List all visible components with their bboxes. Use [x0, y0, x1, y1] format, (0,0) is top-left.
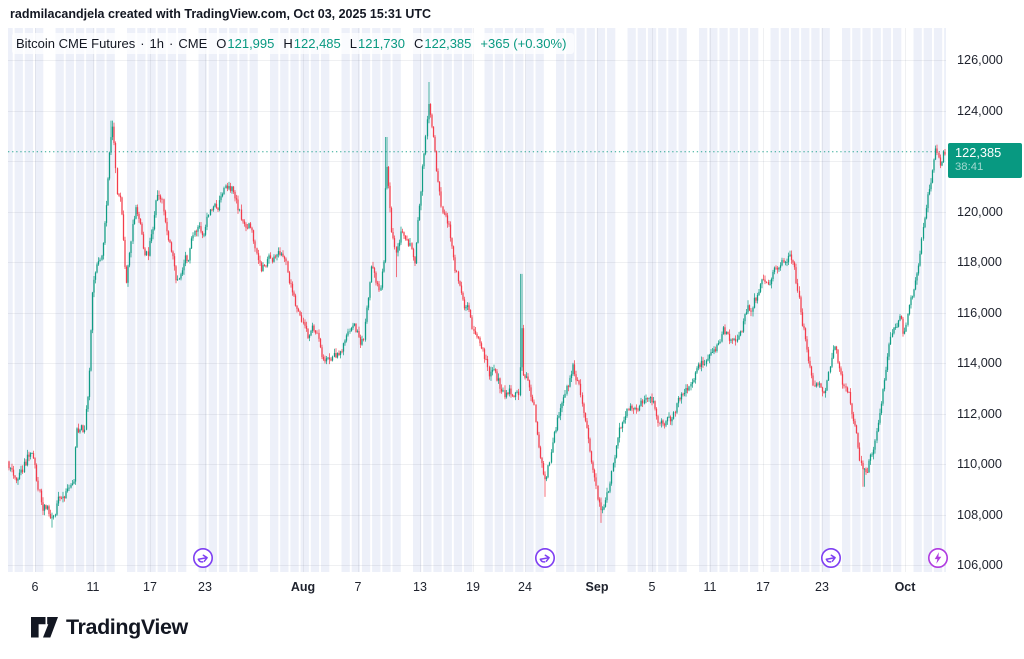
price-axis-label: 108,000	[957, 507, 1003, 522]
tradingview-logo-text: TradingView	[66, 615, 188, 639]
ohlc-item-h: H 122,485	[283, 36, 341, 51]
time-axis-label-month: Oct	[894, 580, 916, 594]
tradingview-logo[interactable]: TradingView	[30, 615, 188, 640]
contract-switch-icon[interactable]	[534, 547, 556, 569]
legend-separator: ·	[140, 36, 145, 51]
time-axis-label: 6	[31, 580, 39, 594]
contract-switch-icon[interactable]	[192, 547, 214, 569]
ohlc-values: O 121,995 H 122,485 L 121,730 C 122,385	[216, 36, 471, 51]
time-axis-label: 11	[703, 580, 717, 594]
ohlc-item-l: L 121,730	[349, 36, 405, 51]
bar-countdown: 38:41	[955, 161, 984, 173]
time-axis-label: 5	[648, 580, 656, 594]
time-axis[interactable]: 6 11 17 23 Aug 7 13 19 24 Sep 5 11 17 23 Oct	[0, 573, 1024, 603]
contract-switch-icon[interactable]	[820, 547, 842, 569]
ohlc-item-o: O 121,995	[216, 36, 275, 51]
time-axis-label: 17	[143, 580, 157, 594]
last-price-badge: 122,385 38:41	[948, 143, 1022, 178]
price-change: +365 (+0.30%)	[480, 36, 567, 51]
price-axis[interactable]: 126,000124,000122,000120,000118,000116,0…	[946, 28, 1024, 573]
price-axis-label: 114,000	[957, 356, 1002, 370]
price-axis-label: 106,000	[957, 558, 1003, 572]
symbol-name[interactable]: Bitcoin CME Futures	[16, 36, 136, 51]
price-axis-label: 110,000	[957, 457, 1002, 471]
price-axis-label: 118,000	[957, 255, 1002, 269]
price-chart-canvas[interactable]	[0, 0, 1024, 604]
time-axis-label: 13	[413, 580, 427, 594]
symbol-exchange: CME	[178, 36, 208, 51]
time-axis-label: 11	[86, 580, 100, 594]
symbol-legend: Bitcoin CME Futures · 1h · CME O 121,995 H…	[12, 33, 575, 54]
time-axis-label: 7	[354, 580, 362, 594]
time-axis-label: 23	[198, 580, 212, 594]
time-axis-label: 17	[756, 580, 770, 594]
tradingview-logo-icon	[31, 617, 58, 638]
snapshot-credit: radmilacandjela created with TradingView…	[10, 7, 432, 21]
price-axis-label: 120,000	[957, 204, 1003, 219]
time-axis-label: 19	[466, 580, 480, 594]
price-axis-label: 116,000	[957, 305, 1002, 320]
time-axis-label-month: Sep	[585, 580, 609, 594]
price-axis-label: 112,000	[957, 406, 1002, 421]
symbol-interval[interactable]: 1h	[149, 36, 165, 51]
time-axis-label: 24	[518, 580, 532, 594]
price-axis-label: 124,000	[957, 103, 1003, 118]
time-axis-label: 23	[815, 580, 829, 594]
price-axis-label: 126,000	[957, 53, 1003, 67]
last-price-value: 122,385	[955, 145, 1002, 160]
legend-separator: ·	[169, 36, 174, 51]
time-axis-label-month: Aug	[290, 580, 316, 594]
realtime-flash-icon[interactable]	[927, 547, 949, 569]
ohlc-item-c: C 122,385	[414, 36, 472, 51]
